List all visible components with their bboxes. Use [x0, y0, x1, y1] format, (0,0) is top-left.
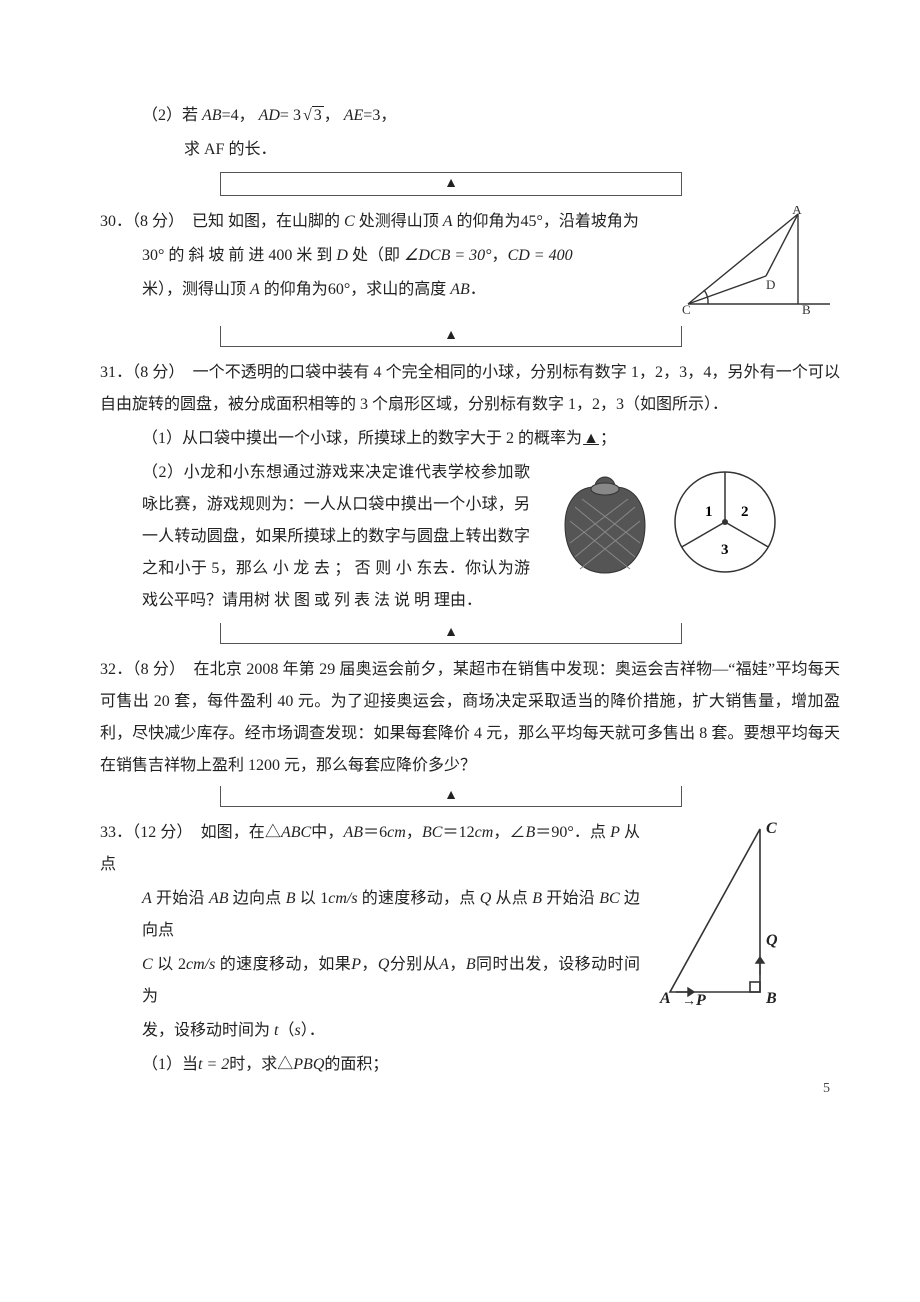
q29-answer-box: ▲: [220, 172, 682, 196]
page-number: 5: [823, 1075, 830, 1103]
q31-blank: ▲: [582, 423, 600, 455]
q30-answer-box: ▲: [220, 326, 682, 347]
svg-text:D: D: [766, 277, 775, 292]
q29-ad-rad: 3: [312, 106, 324, 124]
answer-marker-30: ▲: [444, 328, 458, 343]
q30-num: 30．（8 分） 已知 如图，在山脚的: [100, 213, 344, 230]
svg-text:C: C: [682, 302, 691, 316]
svg-text:B: B: [802, 302, 811, 316]
q29-ab: AB: [202, 107, 222, 124]
q29-ask: 求 AF 的长．: [100, 134, 840, 166]
q33-p1: （1）当t = 2时，求△PBQ的面积；: [100, 1049, 840, 1081]
q33-num: 33．（12 分）: [100, 824, 201, 841]
q31-num: 31．（8 分）: [100, 364, 193, 381]
q33-figure: A → P B Q C: [650, 817, 800, 1007]
svg-text:B: B: [765, 990, 777, 1007]
q29-ad-suf: ，: [324, 107, 340, 124]
svg-text:C: C: [766, 820, 777, 837]
q31-line1: 31．（8 分） 一个不透明的口袋中装有 4 个完全相同的小球，分别标有数字 1…: [100, 357, 840, 421]
q33-l4: 发，设移动时间为 t（s）．: [100, 1015, 840, 1047]
q32-num: 32．（8 分）: [100, 661, 194, 678]
svg-text:A: A: [792, 206, 802, 217]
q29-ad-pre: = 3: [280, 107, 301, 124]
svg-text:2: 2: [741, 504, 749, 520]
q31-answer-box: ▲: [220, 623, 682, 644]
answer-marker-31: ▲: [444, 625, 458, 640]
svg-text:A: A: [659, 990, 671, 1007]
answer-marker-32: ▲: [444, 788, 458, 803]
q29-ae-v: =3，: [363, 107, 396, 124]
q29-ae: AE: [344, 107, 364, 124]
svg-text:1: 1: [705, 504, 713, 520]
q29-ad: AD: [259, 107, 280, 124]
q29-ab-v: =4，: [222, 107, 255, 124]
q32-answer-box: ▲: [220, 786, 682, 807]
svg-text:Q: Q: [766, 932, 778, 949]
svg-text:3: 3: [721, 542, 729, 558]
q31-figure: 1 2 3: [540, 457, 800, 587]
q32-body: 32．（8 分） 在北京 2008 年第 29 届奥运会前夕，某超市在销售中发现…: [100, 654, 840, 782]
q29-p2-intro: （2）若: [142, 107, 202, 124]
svg-text:P: P: [695, 992, 706, 1007]
svg-text:→: →: [682, 994, 696, 1007]
answer-marker: ▲: [444, 176, 458, 191]
q29-part2-line1: （2）若 AB=4， AD= 3√3， AE=3，: [100, 100, 840, 132]
q31-p1: （1）从口袋中摸出一个小球，所摸球上的数字大于 2 的概率为 ▲ ；: [100, 423, 840, 455]
q30-figure: A B C D: [680, 206, 840, 316]
